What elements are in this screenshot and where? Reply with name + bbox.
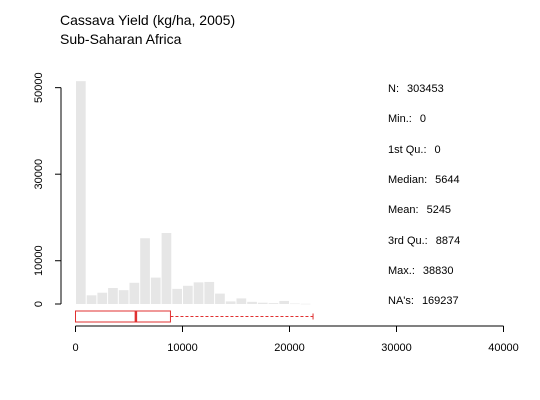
stat-label: Min.: (388, 113, 412, 125)
histogram-bar (129, 282, 140, 304)
histogram-bar (290, 303, 300, 305)
histogram-bar (150, 277, 161, 304)
chart-title: Cassava Yield (kg/ha, 2005) (60, 12, 236, 28)
stat-nas: NA's: 169237 (388, 295, 459, 307)
histogram-bar (118, 290, 129, 304)
histogram-bar (193, 282, 204, 304)
x-tick-label: 40000 (488, 342, 519, 354)
histogram-bar (279, 300, 289, 304)
stat-mean: Mean: 5245 (388, 204, 451, 216)
stat-label: 3rd Qu.: (388, 235, 428, 247)
histogram-bar (225, 301, 236, 304)
stat-label: NA's: (388, 295, 414, 307)
stat-value: 5245 (426, 204, 452, 216)
histogram-bar (268, 303, 279, 304)
stat-median: Median: 5644 (388, 174, 460, 186)
stat-label: N: (388, 83, 399, 95)
chart-subtitle: Sub-Saharan Africa (60, 31, 182, 47)
histogram-bar (247, 301, 257, 304)
stat-max: Max.: 38830 (388, 265, 454, 277)
histogram-bar (172, 288, 182, 304)
histogram-bar (236, 298, 247, 304)
x-tick-label: 0 (72, 342, 78, 354)
histogram-bar (183, 285, 193, 304)
stat-value: 8874 (435, 235, 461, 247)
histogram-bar (204, 281, 215, 304)
y-tick-label: 0 (33, 301, 45, 307)
histogram-bar (108, 287, 118, 304)
histogram-bar (300, 303, 311, 305)
stat-value: 169237 (421, 295, 459, 307)
histogram-bar (86, 295, 97, 304)
stat-label: Median: (388, 174, 428, 186)
y-tick-label: 30000 (33, 159, 45, 190)
x-tick-label: 20000 (274, 342, 305, 354)
x-tick-label: 30000 (381, 342, 412, 354)
histogram-bar (140, 238, 150, 304)
histogram-bar (257, 302, 268, 304)
stat-q1: 1st Qu.: 0 (388, 144, 441, 156)
histogram-bar (215, 293, 225, 304)
x-tick-label: 10000 (167, 342, 198, 354)
histogram-bar (76, 81, 86, 305)
stat-value: 5644 (435, 174, 460, 186)
stat-value: 0 (419, 113, 426, 125)
boxplot-box (75, 310, 171, 323)
stat-value: 303453 (407, 83, 444, 95)
stat-value: 0 (434, 144, 441, 156)
stat-min: Min.: 0 (388, 113, 426, 125)
histogram-bar (161, 233, 172, 304)
stat-value: 38830 (422, 265, 454, 277)
y-tick-label: 50000 (33, 72, 45, 103)
stat-label: Max.: (388, 265, 415, 277)
stat-label: Mean: (388, 204, 419, 216)
stat-n: N: 303453 (388, 83, 444, 95)
stat-q3: 3rd Qu.: 8874 (388, 235, 460, 247)
histogram-bar (97, 292, 108, 304)
stat-label: 1st Qu.: (388, 144, 427, 156)
y-tick-label: 10000 (33, 245, 45, 276)
